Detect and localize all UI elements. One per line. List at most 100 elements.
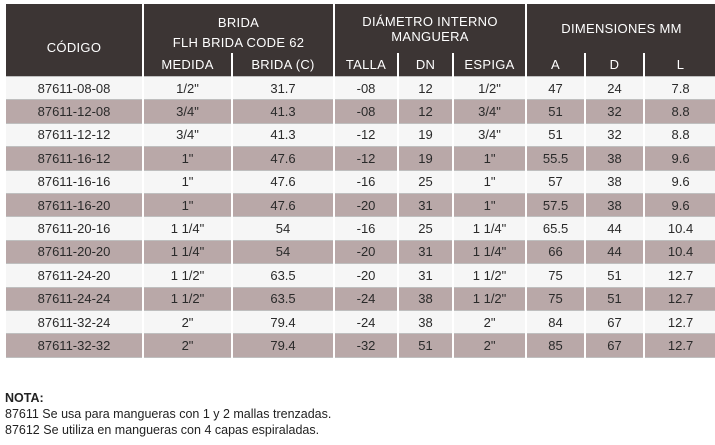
cell-espiga: 1/2"	[454, 76, 526, 101]
cell-brida-c: 63.5	[233, 264, 334, 288]
cell-espiga: 1 1/4"	[454, 217, 526, 241]
cell-talla: -16	[335, 170, 398, 194]
header-medida: MEDIDA	[144, 53, 231, 76]
cell-dn: 12	[399, 76, 453, 101]
spec-table: CÓDIGO BRIDA DIÁMETRO INTERNO MANGUERA D…	[4, 4, 715, 358]
cell-d: 38	[586, 147, 644, 171]
cell-codigo: 87611-08-08	[6, 76, 142, 101]
header-codigo: CÓDIGO	[6, 4, 142, 76]
cell-d: 38	[586, 170, 644, 194]
cell-brida-c: 31.7	[233, 76, 334, 101]
cell-a: 57	[527, 170, 585, 194]
cell-d: 51	[586, 287, 644, 311]
cell-dn: 31	[399, 264, 453, 288]
cell-dn: 38	[399, 310, 453, 335]
cell-medida: 1 1/2"	[144, 264, 231, 288]
cell-dn: 25	[399, 217, 453, 241]
header-espiga: ESPIGA	[454, 53, 526, 76]
cell-talla: -24	[335, 287, 398, 311]
cell-codigo: 87611-16-16	[6, 170, 142, 194]
cell-brida-c: 47.6	[233, 170, 334, 194]
cell-a: 75	[527, 264, 585, 288]
cell-l: 12.7	[645, 264, 715, 288]
cell-espiga: 1"	[454, 193, 526, 218]
cell-d: 44	[586, 217, 644, 241]
cell-d: 67	[586, 310, 644, 335]
header-dimensiones: DIMENSIONES MM	[527, 4, 715, 53]
cell-a: 55.5	[527, 147, 585, 171]
cell-brida-c: 41.3	[233, 123, 334, 148]
cell-talla: -12	[335, 147, 398, 171]
cell-d: 24	[586, 76, 644, 101]
cell-a: 66	[527, 240, 585, 265]
cell-d: 51	[586, 264, 644, 288]
cell-a: 51	[527, 100, 585, 124]
cell-espiga: 3/4"	[454, 123, 526, 148]
nota-line-2: 87612 Se utiliza en mangueras con 4 capa…	[5, 423, 320, 437]
cell-medida: 3/4"	[144, 100, 231, 124]
table-row: 87611-24-20 1 1/2" 63.5 -20 31 1 1/2" 75 51 12.7	[6, 264, 715, 288]
cell-espiga: 2"	[454, 334, 526, 358]
header-l: L	[645, 53, 715, 76]
table-row: 87611-20-16 1 1/4" 54 -16 25 1 1/4" 65.5 44 10.4	[6, 217, 715, 241]
header-brida-c: BRIDA (C)	[233, 53, 334, 76]
header-a: A	[527, 53, 585, 76]
cell-a: 75	[527, 287, 585, 311]
cell-talla: -20	[335, 193, 398, 218]
cell-medida: 2"	[144, 310, 231, 335]
cell-espiga: 3/4"	[454, 100, 526, 124]
cell-medida: 1 1/2"	[144, 287, 231, 311]
header-diametro: DIÁMETRO INTERNO MANGUERA	[335, 4, 526, 53]
table-row: 87611-08-08 1/2" 31.7 -08 12 1/2" 47 24 7.8	[6, 76, 715, 101]
cell-l: 8.8	[645, 123, 715, 148]
cell-medida: 2"	[144, 334, 231, 358]
cell-l: 12.7	[645, 287, 715, 311]
cell-l: 7.8	[645, 76, 715, 101]
cell-a: 84	[527, 310, 585, 335]
cell-codigo: 87611-32-24	[6, 310, 142, 335]
cell-espiga: 1"	[454, 147, 526, 171]
cell-brida-c: 54	[233, 217, 334, 241]
cell-talla: -20	[335, 264, 398, 288]
cell-dn: 31	[399, 240, 453, 265]
table-row: 87611-16-16 1" 47.6 -16 25 1" 57 38 9.6	[6, 170, 715, 194]
cell-brida-c: 79.4	[233, 334, 334, 358]
cell-medida: 1/2"	[144, 76, 231, 101]
cell-d: 32	[586, 100, 644, 124]
header-brida-sub: FLH BRIDA CODE 62	[144, 32, 334, 53]
cell-talla: -16	[335, 217, 398, 241]
cell-medida: 3/4"	[144, 123, 231, 148]
cell-l: 10.4	[645, 217, 715, 241]
cell-brida-c: 54	[233, 240, 334, 265]
cell-l: 8.8	[645, 100, 715, 124]
nota-title: NOTA:	[5, 391, 44, 405]
cell-espiga: 1"	[454, 170, 526, 194]
cell-espiga: 2"	[454, 310, 526, 335]
cell-brida-c: 47.6	[233, 147, 334, 171]
cell-dn: 12	[399, 100, 453, 124]
cell-brida-c: 79.4	[233, 310, 334, 335]
cell-l: 12.7	[645, 310, 715, 335]
cell-codigo: 87611-12-08	[6, 100, 142, 124]
cell-talla: -12	[335, 123, 398, 148]
header-talla: TALLA	[335, 53, 398, 76]
cell-l: 9.6	[645, 147, 715, 171]
cell-dn: 51	[399, 334, 453, 358]
cell-l: 9.6	[645, 193, 715, 218]
cell-a: 65.5	[527, 217, 585, 241]
cell-medida: 1"	[144, 193, 231, 218]
nota-block: NOTA: 87611 Se usa para mangueras con 1 …	[5, 390, 331, 438]
cell-dn: 31	[399, 193, 453, 218]
nota-line-1: 87611 Se usa para mangueras con 1 y 2 ma…	[5, 407, 332, 421]
table-row: 87611-16-12 1" 47.6 -12 19 1" 55.5 38 9.6	[6, 147, 715, 171]
cell-l: 10.4	[645, 240, 715, 265]
cell-talla: -08	[335, 76, 398, 101]
table-body: 87611-08-08 1/2" 31.7 -08 12 1/2" 47 24 7.8 87611…	[6, 76, 715, 358]
cell-d: 32	[586, 123, 644, 148]
cell-brida-c: 47.6	[233, 193, 334, 218]
cell-dn: 38	[399, 287, 453, 311]
table-row: 87611-24-24 1 1/2" 63.5 -24 38 1 1/2" 75 51 12.7	[6, 287, 715, 311]
table-row: 87611-20-20 1 1/4" 54 -20 31 1 1/4" 66 44 10.4	[6, 240, 715, 265]
cell-dn: 19	[399, 147, 453, 171]
cell-codigo: 87611-16-12	[6, 147, 142, 171]
